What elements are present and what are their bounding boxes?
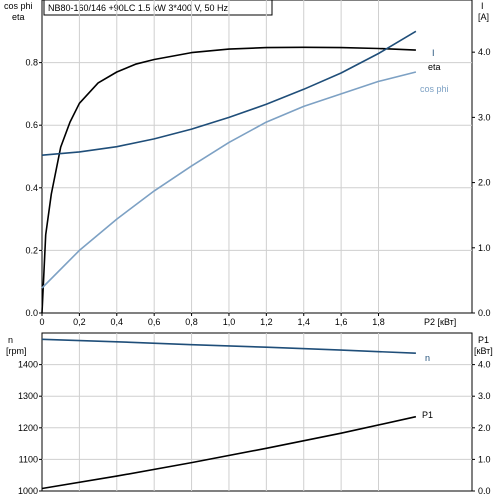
top-left-tick-label: 0.0 xyxy=(25,308,38,318)
series-line-n xyxy=(41,338,416,354)
top-left-tick-label: 0.8 xyxy=(25,58,38,68)
bottom-left-tick-label: 1400 xyxy=(18,360,38,370)
bottom-ticks: 1000 1100 1200 1300 1400 0.0 1.0 2.0 3.0 4.0 xyxy=(18,360,491,496)
x-tick-label: 0,6 xyxy=(148,317,161,327)
top-grid xyxy=(42,0,472,313)
bottom-grid xyxy=(42,333,472,491)
top-left-axis-label-1: cos phi xyxy=(4,1,33,11)
bottom-plot-area xyxy=(41,332,473,492)
bottom-left-axis-label-2: [rpm] xyxy=(6,346,27,356)
top-left-tick-label: 0.4 xyxy=(25,183,38,193)
bottom-right-tick-label: 0.0 xyxy=(478,486,491,496)
bottom-right-tick-label: 4.0 xyxy=(478,360,491,370)
x-tick-label: 1,4 xyxy=(297,317,310,327)
bottom-series xyxy=(41,338,417,490)
top-right-tick-label: 4.0 xyxy=(478,47,491,57)
top-right-axis-label-1: I xyxy=(481,1,484,11)
title-box xyxy=(43,0,273,16)
x-tick-label: 0,4 xyxy=(111,317,124,327)
series-line-p1 xyxy=(41,415,417,490)
bottom-left-tick-label: 1200 xyxy=(18,423,38,433)
bottom-right-tick-label: 1.0 xyxy=(478,454,491,464)
bottom-left-tick-label: 1100 xyxy=(19,454,38,464)
bottom-left-tick-label: 1000 xyxy=(18,486,38,496)
top-plot-area xyxy=(41,0,473,314)
x-tick-label: 1,6 xyxy=(335,317,348,327)
chart-title: NB80-160/146 +90LC 1.5 kW 3*400 V, 50 Hz xyxy=(48,3,229,13)
legend-label-eta: eta xyxy=(428,62,441,72)
legend-label-i: I xyxy=(432,48,435,58)
legend-label-p1: P1 xyxy=(422,410,433,420)
top-right-tick-label: 1.0 xyxy=(478,243,491,253)
x-axis-label: P2 [кВт] xyxy=(424,317,456,327)
x-tick-label: 1,2 xyxy=(260,317,273,327)
x-tick-label: 0,2 xyxy=(73,317,86,327)
top-left-tick-label: 0.2 xyxy=(25,245,38,255)
x-tick-label: 1,0 xyxy=(223,317,236,327)
series-line-cos-phi xyxy=(41,71,417,289)
top-ticks: 0.0 0.2 0.4 0.6 0.8 0.0 1.0 2.0 3.0 4.0 0 0,2 0,4 0,6… xyxy=(25,47,490,327)
top-right-tick-label: 2.0 xyxy=(478,178,491,188)
bottom-right-tick-label: 3.0 xyxy=(478,391,491,401)
legend-label-cos-phi: cos phi xyxy=(420,84,449,94)
bottom-right-tick-label: 2.0 xyxy=(478,423,491,433)
bottom-right-axis-label-1: P1 xyxy=(478,335,489,345)
series-line-i xyxy=(41,30,417,156)
series-line-eta xyxy=(41,46,416,314)
x-tick-label: 0 xyxy=(39,317,44,327)
bottom-left-tick-label: 1300 xyxy=(18,391,38,401)
top-right-tick-label: 3.0 xyxy=(478,112,491,122)
top-left-tick-label: 0.6 xyxy=(25,120,38,130)
top-left-axis-label-2: eta xyxy=(12,12,25,22)
legend-label-n: n xyxy=(425,353,430,363)
x-tick-label: 0,8 xyxy=(185,317,198,327)
top-series xyxy=(41,30,417,314)
top-right-tick-label: 0.0 xyxy=(478,308,491,318)
x-tick-label: 1,8 xyxy=(372,317,385,327)
bottom-left-axis-label-1: n xyxy=(8,335,13,345)
top-right-axis-label-2: [A] xyxy=(478,12,489,22)
bottom-right-axis-label-2: [кВт] xyxy=(474,346,493,356)
